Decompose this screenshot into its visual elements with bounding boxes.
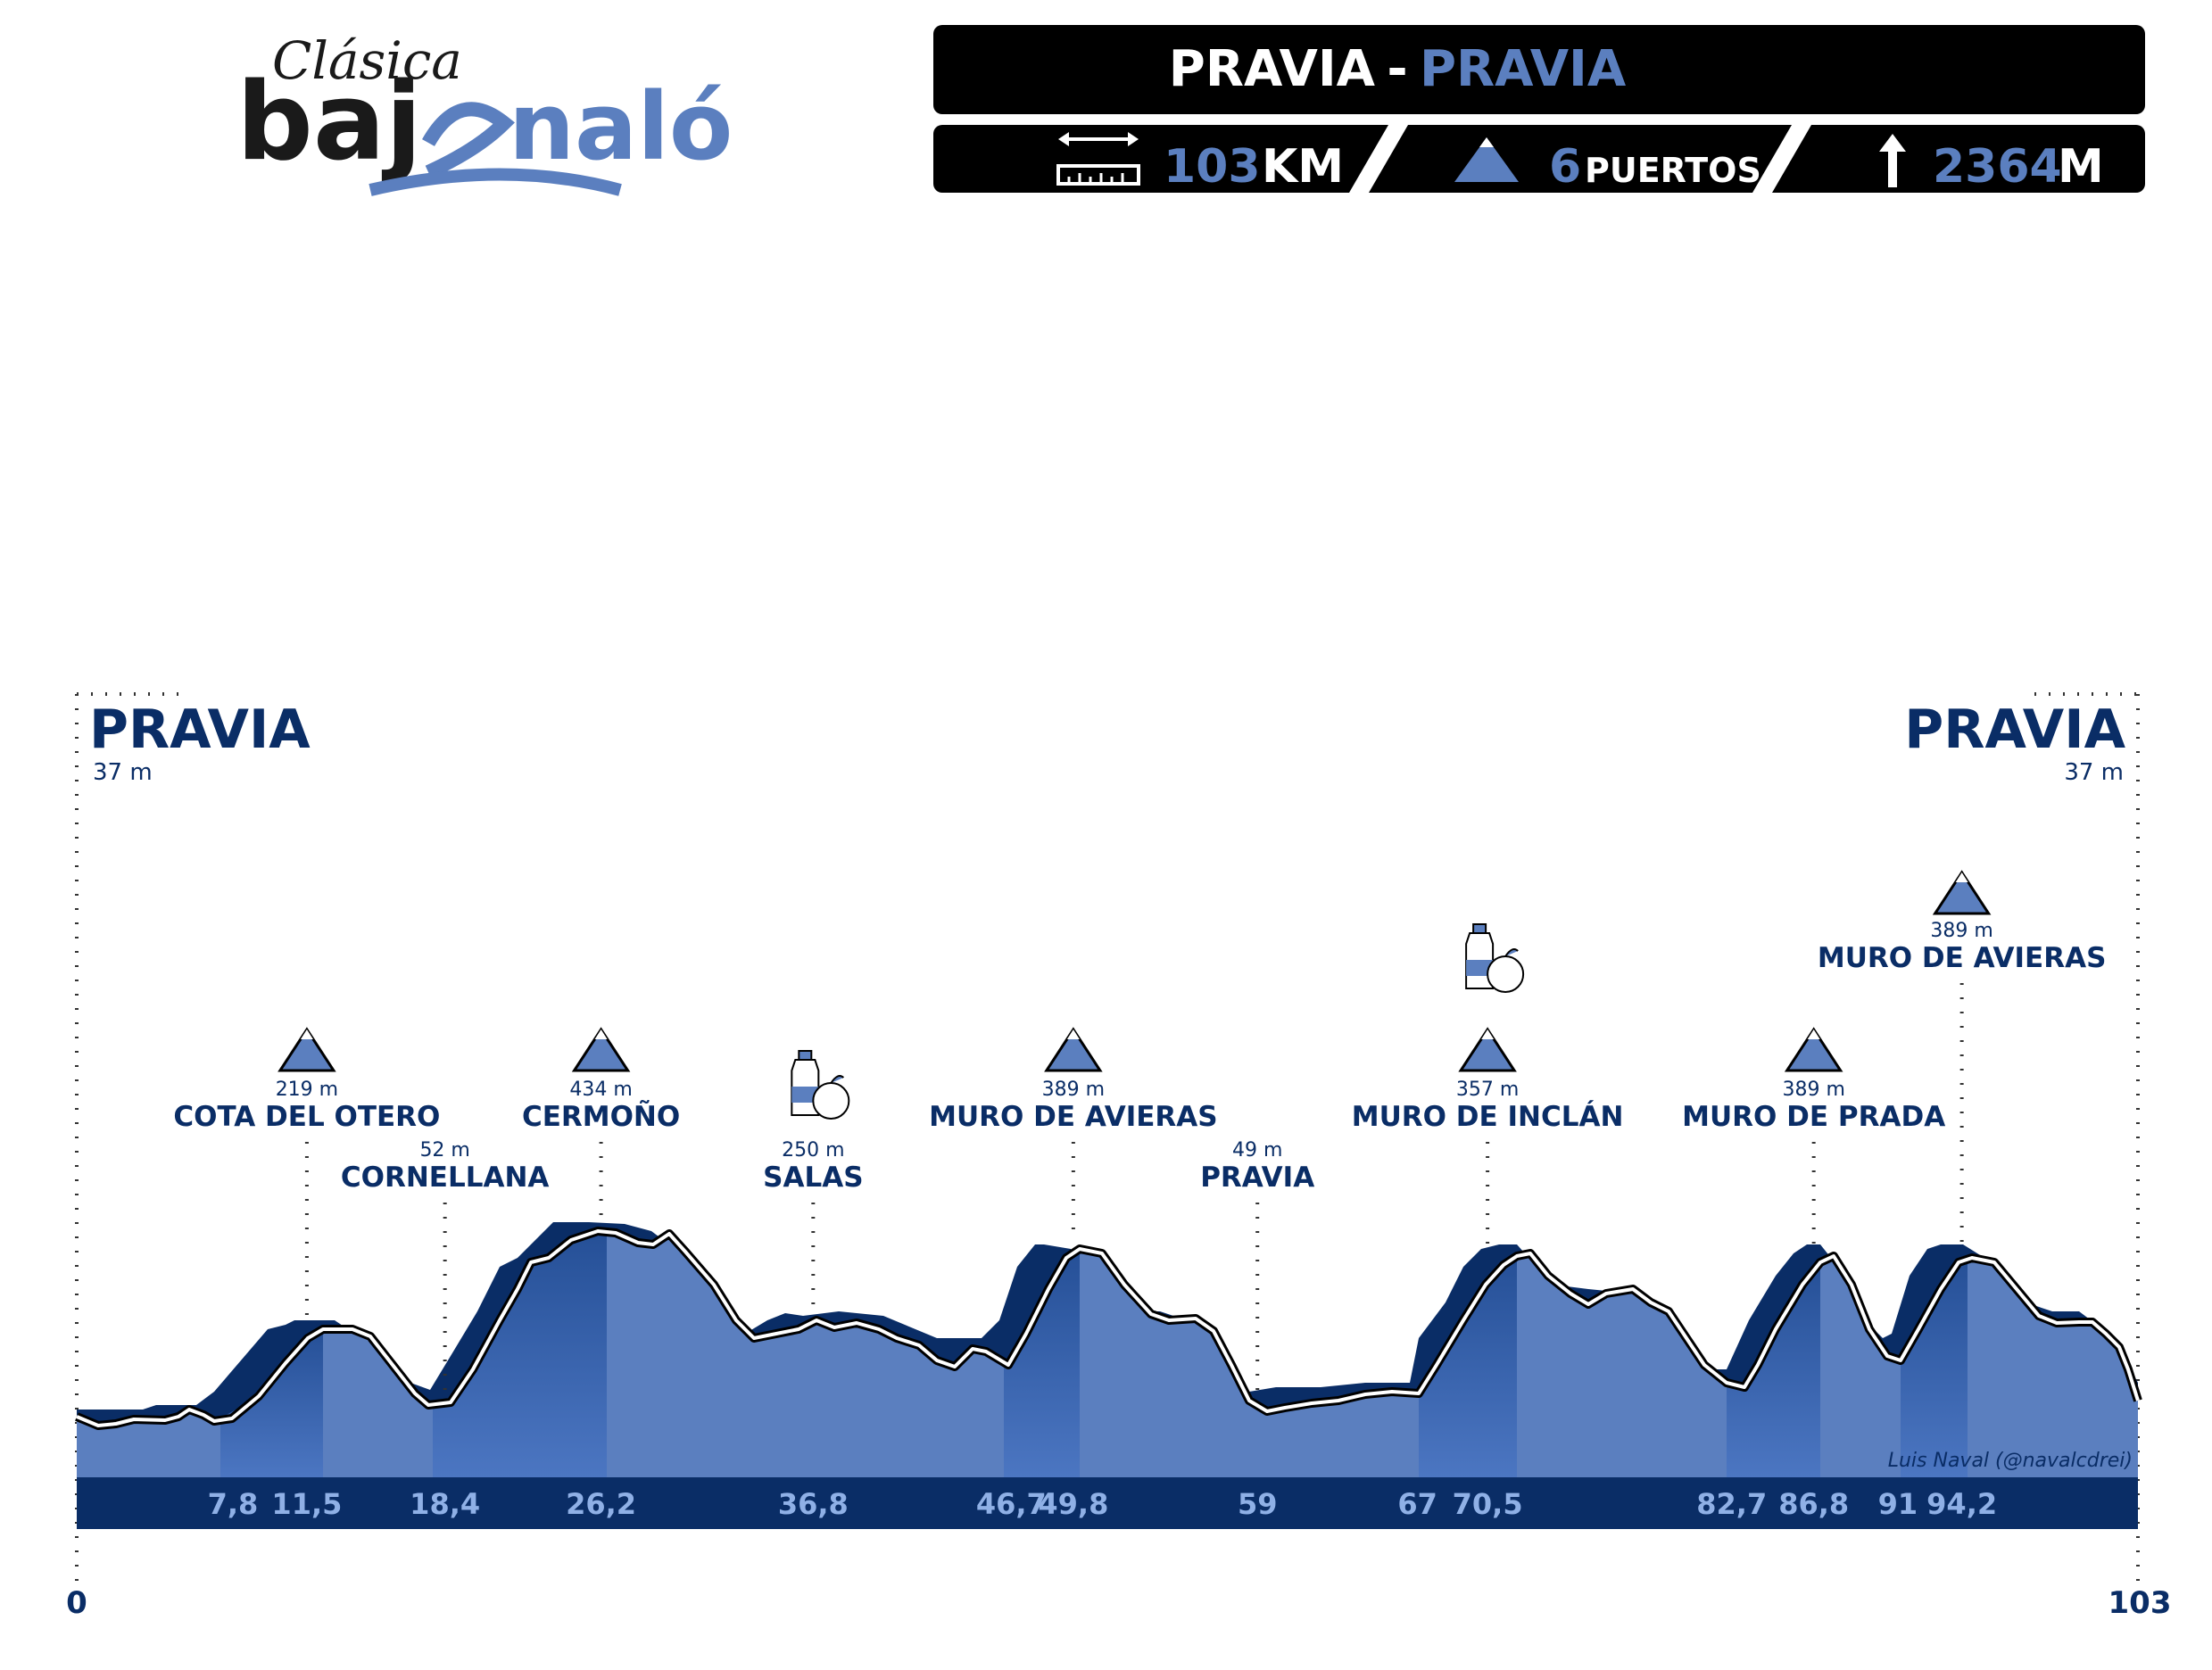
point-name: PRAVIA bbox=[1200, 1162, 1314, 1194]
point-altitude: 389 m bbox=[1930, 920, 1992, 942]
mountain-icon bbox=[1044, 1027, 1103, 1072]
elevation-value: 2364 bbox=[1933, 140, 2062, 193]
km-label: 70,5 bbox=[1453, 1487, 1523, 1521]
finish-town-name: PRAVIA bbox=[1904, 699, 2125, 761]
climbs-unit: PUERTOS bbox=[1585, 151, 1761, 190]
point-name: MURO DE PRADA bbox=[1682, 1101, 1945, 1133]
km-labels: 7,8 11,5 18,4 26,2 36,8 46,749,8 59 67 70,5 82,7 8… bbox=[208, 1487, 1998, 1521]
distance-value: 103 bbox=[1164, 140, 1261, 193]
header-title-bar bbox=[933, 25, 2145, 114]
point-altitude: 49 m bbox=[1232, 1139, 1282, 1162]
header-stats-bar bbox=[933, 125, 2145, 193]
feed-zone-icon bbox=[791, 1050, 850, 1120]
km-label: 82,7 bbox=[1696, 1487, 1767, 1521]
point-altitude: 357 m bbox=[1456, 1079, 1519, 1101]
author-credit: Luis Naval (@navalcdrei) bbox=[1888, 1450, 2133, 1472]
route-finish: PRAVIA bbox=[1420, 40, 1627, 98]
point-altitude: 250 m bbox=[782, 1139, 844, 1162]
axis-end-label: 103 bbox=[2108, 1585, 2172, 1621]
km-label: 91 bbox=[1878, 1487, 1918, 1521]
km-label: 86,8 bbox=[1778, 1487, 1849, 1521]
km-label: 46,7 bbox=[976, 1487, 1047, 1521]
km-label: 49,8 bbox=[1038, 1487, 1108, 1521]
climbs-value: 6 bbox=[1549, 140, 1581, 193]
feed-zone-icon bbox=[1465, 923, 1525, 993]
point-altitude: 389 m bbox=[1042, 1079, 1105, 1101]
mountain-icon bbox=[571, 1027, 631, 1072]
logo-script-text: Clásica bbox=[272, 30, 462, 91]
logo-swoosh-mark bbox=[369, 168, 622, 196]
race-logo: Clásica baj nalón bbox=[236, 30, 736, 196]
route-header: PRAVIA - PRAVIA 103 KM 6 PUERTOS 2364 M bbox=[933, 25, 2145, 193]
point-name: MURO DE AVIERAS bbox=[1818, 942, 2107, 974]
km-label: 7,8 bbox=[208, 1487, 259, 1521]
point-name: MURO DE AVIERAS bbox=[929, 1101, 1218, 1133]
point-name: CORNELLANA bbox=[341, 1162, 550, 1194]
mountain-icon bbox=[1932, 870, 1992, 915]
terrain-outline-highlight bbox=[76, 1229, 2140, 1427]
mountain-icon bbox=[1784, 1027, 1843, 1072]
stats-divider-2 bbox=[1752, 125, 1811, 193]
arrow-up-icon bbox=[1879, 134, 1906, 187]
mountain-icon bbox=[1454, 137, 1519, 182]
logo-wave-mark bbox=[422, 102, 515, 179]
start-town-name: PRAVIA bbox=[89, 699, 311, 761]
point-altitude: 52 m bbox=[419, 1139, 469, 1162]
finish-town-alt: 37 m bbox=[2064, 759, 2124, 786]
mountain-icon bbox=[278, 1027, 336, 1072]
start-town-alt: 37 m bbox=[93, 759, 153, 786]
km-label: 26,2 bbox=[566, 1487, 636, 1521]
logo-word-b: nalón bbox=[509, 72, 736, 181]
elevation-unit: M bbox=[2058, 140, 2104, 193]
climb-shade-prada bbox=[1727, 1262, 1820, 1477]
km-band bbox=[77, 1477, 2138, 1529]
climb-shade-cermono bbox=[433, 1231, 607, 1477]
climb-shade-otero bbox=[220, 1329, 323, 1477]
point-altitude: 389 m bbox=[1782, 1079, 1844, 1101]
climb-shade-avieras-2 bbox=[1901, 1258, 1968, 1477]
stats-divider-1 bbox=[1349, 125, 1408, 193]
km-label: 36,8 bbox=[778, 1487, 849, 1521]
km-label: 67 bbox=[1397, 1487, 1437, 1521]
point-altitude: 219 m bbox=[276, 1079, 338, 1101]
km-label: 94,2 bbox=[1926, 1487, 1997, 1521]
climb-shade-avieras-1 bbox=[1004, 1249, 1080, 1477]
point-name: CERMOÑO bbox=[522, 1100, 680, 1133]
point-name: SALAS bbox=[763, 1162, 863, 1194]
point-name: COTA DEL OTERO bbox=[173, 1101, 440, 1133]
mountain-icon bbox=[1458, 1027, 1517, 1072]
axis-start-label: 0 bbox=[66, 1585, 87, 1621]
km-label: 11,5 bbox=[271, 1487, 342, 1521]
logo-word-a: baj bbox=[236, 61, 422, 185]
point-name: MURO DE INCLÁN bbox=[1352, 1101, 1624, 1133]
km-label: 59 bbox=[1238, 1487, 1278, 1521]
km-label: 18,4 bbox=[410, 1487, 480, 1521]
ruler-icon bbox=[1056, 132, 1140, 186]
point-altitude: 434 m bbox=[569, 1079, 632, 1101]
climb-shade-inclan bbox=[1419, 1256, 1517, 1477]
route-start: PRAVIA bbox=[1169, 40, 1376, 98]
route-separator: - bbox=[1387, 40, 1407, 98]
distance-unit: KM bbox=[1262, 140, 1344, 193]
